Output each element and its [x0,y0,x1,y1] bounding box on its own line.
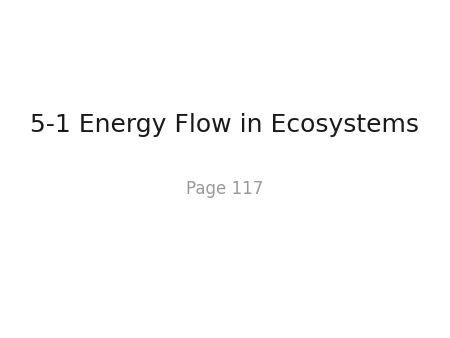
Text: Page 117: Page 117 [186,180,264,198]
Text: 5-1 Energy Flow in Ecosystems: 5-1 Energy Flow in Ecosystems [31,113,419,137]
